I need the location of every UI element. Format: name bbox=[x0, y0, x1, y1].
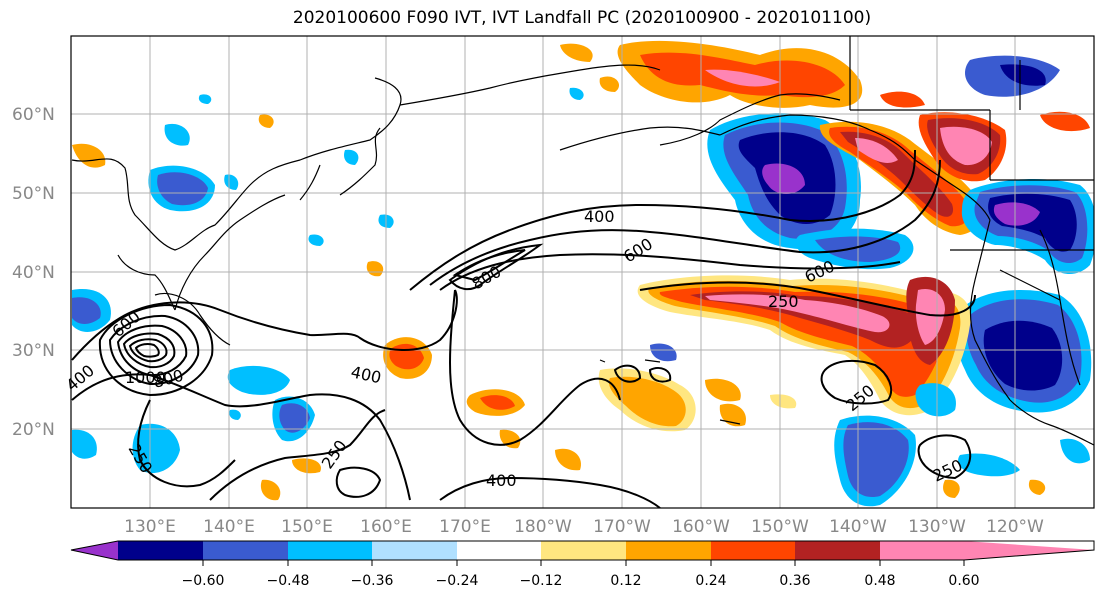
lon-label: 170°E bbox=[439, 517, 491, 537]
colorbar-tick-label: −0.24 bbox=[436, 573, 479, 589]
colorbar-segment bbox=[880, 541, 965, 560]
lon-label: 160°W bbox=[672, 517, 730, 537]
colorbar-tick-label: −0.48 bbox=[267, 573, 310, 589]
colorbar-segment bbox=[118, 541, 203, 560]
lon-label: 160°E bbox=[360, 517, 412, 537]
colorbar: −0.60 −0.48 −0.36 −0.24 −0.12 0.12 0.24 … bbox=[70, 540, 1095, 589]
lon-label: 150°W bbox=[751, 517, 809, 537]
colorbar-tick-label: 0.24 bbox=[695, 573, 726, 589]
lon-label: 120°W bbox=[986, 517, 1044, 537]
colorbar-segment bbox=[203, 541, 288, 560]
coastlines bbox=[71, 36, 1094, 446]
lon-label: 150°E bbox=[281, 517, 333, 537]
map-frame bbox=[70, 35, 1095, 509]
colorbar-segment bbox=[372, 541, 457, 560]
lat-label: 60°N bbox=[12, 105, 55, 125]
contour-label: 250 bbox=[768, 292, 799, 311]
colorbar-segment bbox=[541, 541, 626, 560]
graticule bbox=[71, 36, 1094, 508]
colorbar-tick-label: −0.36 bbox=[351, 573, 394, 589]
colorbar-segment bbox=[626, 541, 711, 560]
contour-label: 400 bbox=[486, 471, 517, 490]
colorbar-extend-low bbox=[71, 541, 118, 560]
lon-label: 170°W bbox=[593, 517, 651, 537]
contour-label: 1000 bbox=[125, 368, 166, 387]
lon-label: 140°E bbox=[203, 517, 255, 537]
lat-label: 40°N bbox=[12, 263, 55, 283]
colorbar-tick-label: 0.36 bbox=[779, 573, 810, 589]
colorbar-tick-label: 0.60 bbox=[948, 573, 979, 589]
latitude-labels: 60°N 50°N 40°N 30°N 20°N bbox=[12, 105, 55, 440]
longitude-labels: 130°E 140°E 150°E 160°E 170°E 180°W 170°… bbox=[124, 517, 1044, 537]
lat-label: 50°N bbox=[12, 184, 55, 204]
colorbar-segment bbox=[795, 541, 880, 560]
colorbar-segment bbox=[457, 541, 542, 560]
colorbar-extend-high bbox=[964, 541, 1094, 560]
map-title: 2020100600 F090 IVT, IVT Landfall PC (20… bbox=[292, 8, 872, 28]
contour-label: 400 bbox=[584, 207, 615, 226]
colorbar-tick-label: 0.12 bbox=[610, 573, 641, 589]
colorbar-segment bbox=[288, 541, 373, 560]
colorbar-tick-label: −0.12 bbox=[520, 573, 563, 589]
lon-label: 180°W bbox=[514, 517, 572, 537]
ivt-contours bbox=[71, 149, 976, 508]
lon-label: 130°W bbox=[908, 517, 966, 537]
colorbar-tick-label: −0.60 bbox=[182, 573, 225, 589]
lat-label: 20°N bbox=[12, 420, 55, 440]
colorbar-segment bbox=[711, 541, 796, 560]
lon-label: 130°E bbox=[124, 517, 176, 537]
lon-label: 140°W bbox=[829, 517, 887, 537]
lat-label: 30°N bbox=[12, 341, 55, 361]
colorbar-tick-label: 0.48 bbox=[864, 573, 895, 589]
